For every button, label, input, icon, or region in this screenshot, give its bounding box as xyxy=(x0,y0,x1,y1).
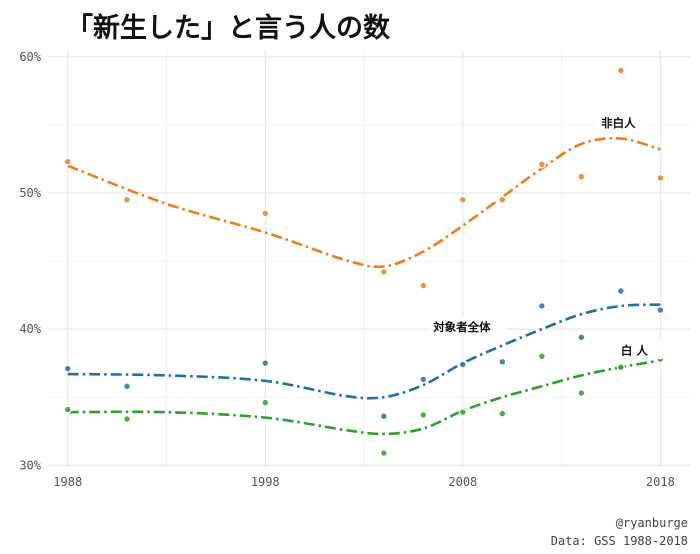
y-tick-label: 30% xyxy=(19,458,41,472)
data-point xyxy=(261,209,270,218)
data-point xyxy=(458,408,467,417)
data-point xyxy=(379,448,388,458)
data-points xyxy=(63,66,665,458)
data-point xyxy=(537,301,546,311)
credit-source: Data: GSS 1988-2018 xyxy=(551,534,688,548)
grid-lines xyxy=(48,50,690,468)
data-point xyxy=(419,410,428,419)
data-point xyxy=(656,305,665,315)
x-tick-label: 1988 xyxy=(53,475,82,489)
data-point xyxy=(498,357,507,366)
y-tick-label: 60% xyxy=(19,50,41,64)
data-point xyxy=(616,363,625,372)
data-point xyxy=(419,281,428,290)
series-label-bg xyxy=(614,339,668,360)
data-point xyxy=(261,398,270,407)
trend-line-0 xyxy=(67,136,661,269)
data-point xyxy=(616,66,625,75)
data-point xyxy=(458,195,467,204)
data-point xyxy=(379,267,388,277)
data-point xyxy=(63,157,72,166)
credit-handle: @ryanburge xyxy=(616,516,688,530)
data-point xyxy=(379,412,388,421)
trend-line-1 xyxy=(67,303,661,400)
chart-title: 「新生した」と言う人の数 xyxy=(66,12,391,44)
series-label-1: 対象者全体 xyxy=(432,320,491,334)
x-axis-ticks: 1988 1998 2008 2018 xyxy=(53,475,675,489)
data-point xyxy=(577,172,586,181)
data-point xyxy=(261,359,270,368)
y-tick-label: 50% xyxy=(19,186,41,200)
data-point xyxy=(122,382,132,391)
data-point xyxy=(616,286,625,296)
data-point xyxy=(122,195,132,204)
series-label-2: 白 人 xyxy=(621,343,649,357)
data-point xyxy=(498,195,507,204)
data-point xyxy=(537,352,546,361)
data-point xyxy=(656,173,665,183)
y-axis-ticks: 30% 40% 50% 60% xyxy=(19,50,41,472)
trend-lines xyxy=(67,136,661,436)
data-point xyxy=(458,360,467,369)
data-point xyxy=(122,414,132,424)
data-point xyxy=(577,333,586,342)
data-point xyxy=(63,405,72,414)
trend-line-2 xyxy=(67,359,661,436)
x-tick-label: 1998 xyxy=(251,475,280,489)
x-tick-label: 2008 xyxy=(448,475,477,489)
y-tick-label: 40% xyxy=(19,322,41,336)
series-label-bg xyxy=(427,316,507,337)
series-label-bg xyxy=(595,111,649,132)
x-tick-label: 2018 xyxy=(646,475,675,489)
series-label-0: 非白人 xyxy=(601,116,636,130)
data-point xyxy=(537,160,546,169)
data-point xyxy=(63,364,72,373)
data-point xyxy=(419,375,428,384)
data-point xyxy=(498,409,507,418)
data-point xyxy=(577,389,586,398)
